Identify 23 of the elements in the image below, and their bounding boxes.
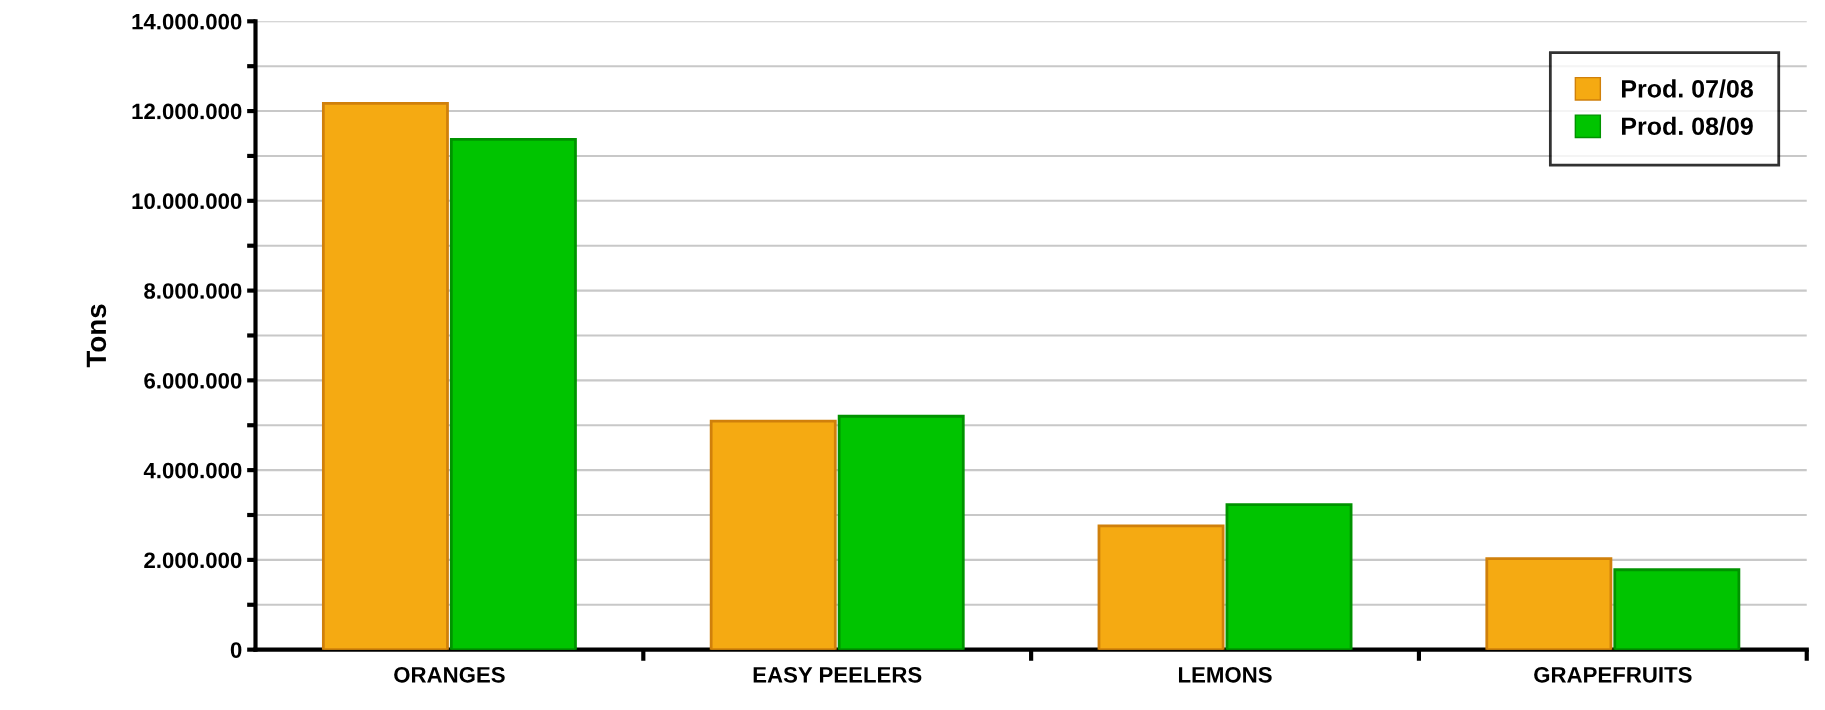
- x-tick-label: ORANGES: [394, 666, 505, 683]
- y-tick-label: 4.000.000: [143, 462, 242, 479]
- x-tick-label: GRAPEFRUITS: [1534, 666, 1692, 683]
- bar: [709, 419, 837, 650]
- y-tick-label: 8.000.000: [144, 283, 242, 299]
- y-tick-label: 2.000.000: [144, 552, 242, 569]
- bar: [1097, 524, 1225, 650]
- y-axis-title: Tons: [86, 304, 107, 368]
- y-tick-label: 12.000.000: [132, 103, 242, 120]
- bar: [1225, 503, 1353, 650]
- bar: [321, 102, 449, 650]
- legend-label: Prod. 07/08: [1622, 79, 1753, 98]
- legend-label: Prod. 08/09: [1622, 116, 1753, 136]
- bar: [1613, 568, 1741, 650]
- x-tick-label: EASY PEELERS: [753, 666, 922, 683]
- y-tick-label: 10.000.000: [132, 193, 242, 210]
- bar: [1485, 557, 1613, 650]
- y-tick-label: 6.000.000: [144, 372, 242, 389]
- bar: [449, 137, 577, 650]
- bar: [837, 414, 965, 650]
- y-tick-label: 14.000.000: [132, 13, 242, 30]
- x-tick-label: LEMONS: [1178, 666, 1272, 683]
- y-tick-label: 0: [230, 642, 242, 658]
